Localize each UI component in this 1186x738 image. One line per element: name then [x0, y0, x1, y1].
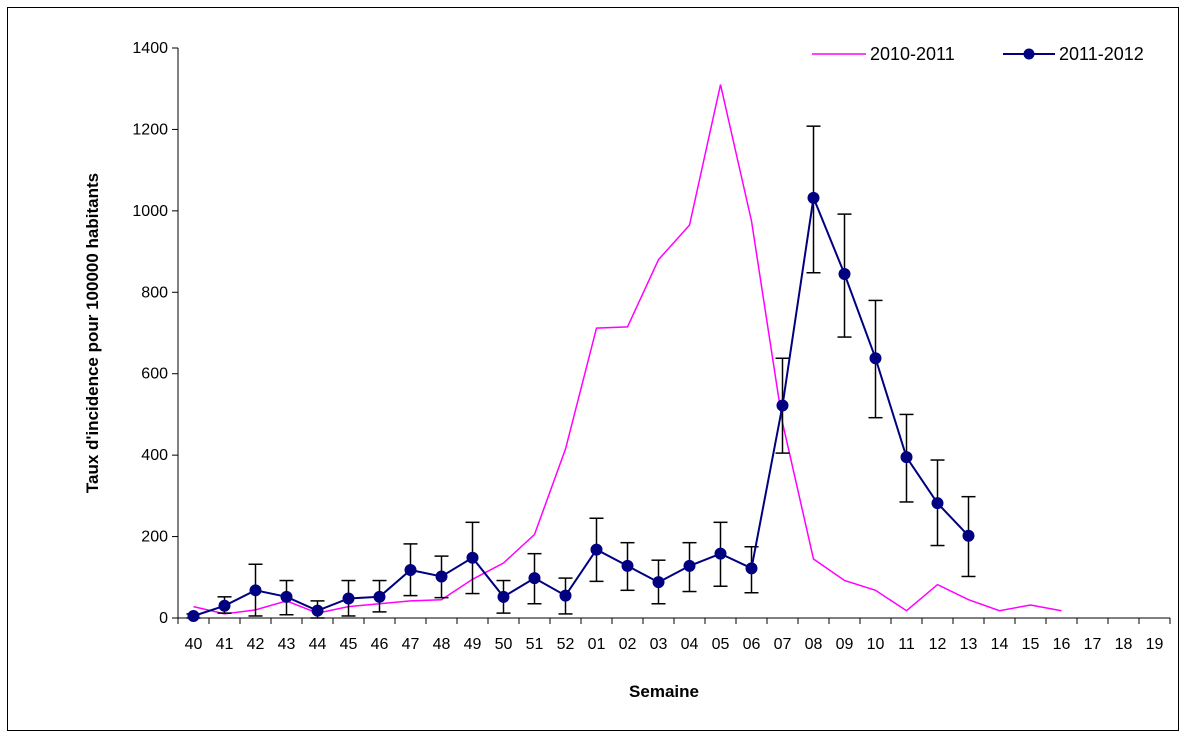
x-tick-label: 12 — [929, 636, 947, 653]
x-tick-label: 08 — [805, 636, 823, 653]
y-axis-title: Taux d'incidence pour 100000 habitants — [83, 173, 102, 493]
data-point — [931, 497, 944, 510]
data-point — [373, 590, 386, 603]
series-line — [193, 194, 970, 617]
y-tick-label: 1000 — [132, 203, 168, 220]
y-tick-label: 1200 — [132, 121, 168, 138]
y-tick-label: 1400 — [132, 40, 168, 57]
series-line — [193, 84, 1062, 615]
x-tick-label: 51 — [526, 636, 544, 653]
series-2010-2011 — [193, 84, 1062, 615]
x-tick-label: 43 — [278, 636, 296, 653]
legend-marker-2011-2012 — [1023, 48, 1035, 60]
y-tick-label: 0 — [159, 610, 168, 627]
x-tick-label: 10 — [867, 636, 885, 653]
data-point — [745, 562, 758, 575]
data-point — [497, 590, 510, 603]
data-point — [807, 191, 820, 204]
x-tick-label: 02 — [619, 636, 637, 653]
x-tick-label: 47 — [402, 636, 420, 653]
data-point — [311, 604, 324, 617]
x-tick-label: 13 — [960, 636, 978, 653]
x-tick-label: 17 — [1084, 636, 1102, 653]
x-tick-label: 50 — [495, 636, 513, 653]
x-tick-label: 18 — [1115, 636, 1133, 653]
x-tick-label: 45 — [340, 636, 358, 653]
data-point — [187, 609, 200, 622]
x-tick-label: 03 — [650, 636, 668, 653]
data-point — [435, 570, 448, 583]
legend-label-2010-2011: 2010-2011 — [870, 44, 955, 64]
data-point — [280, 590, 293, 603]
x-tick-label: 01 — [588, 636, 606, 653]
axes — [172, 47, 1171, 624]
legend: 2010-2011 2011-2012 — [812, 44, 1144, 64]
data-point — [249, 584, 262, 597]
y-tick-label: 800 — [141, 284, 168, 301]
x-axis-title: Semaine — [629, 682, 699, 701]
data-point — [962, 529, 975, 542]
x-tick-label: 16 — [1053, 636, 1071, 653]
x-tick-label: 06 — [743, 636, 761, 653]
data-point — [838, 267, 851, 280]
series-layer — [186, 84, 1062, 622]
data-point — [714, 547, 727, 560]
x-tick-label: 09 — [836, 636, 854, 653]
x-tick-label: 52 — [557, 636, 575, 653]
x-tick-label: 07 — [774, 636, 792, 653]
x-tick-label: 41 — [216, 636, 234, 653]
data-point — [683, 559, 696, 572]
x-tick-label: 42 — [247, 636, 265, 653]
x-tick-label: 48 — [433, 636, 451, 653]
y-tick-labels: 0 200 400 600 800 1000 1200 1400 — [132, 40, 168, 627]
y-tick-label: 600 — [141, 366, 168, 383]
data-point — [590, 543, 603, 556]
x-tick-label: 04 — [681, 636, 699, 653]
x-tick-label: 40 — [185, 636, 203, 653]
x-tick-label: 15 — [1022, 636, 1040, 653]
x-tick-labels: 40 41 42 43 44 45 46 47 48 49 50 51 52 01 02 03 04 05 06 07… — [185, 636, 1164, 653]
x-tick-label: 46 — [371, 636, 389, 653]
data-point — [869, 352, 882, 365]
data-point — [776, 399, 789, 412]
x-tick-label: 49 — [464, 636, 482, 653]
data-point — [621, 559, 634, 572]
chart-frame — [7, 7, 1179, 731]
data-point — [900, 451, 913, 464]
y-tick-label: 400 — [141, 447, 168, 464]
x-tick-label: 05 — [712, 636, 730, 653]
data-point — [466, 551, 479, 564]
data-point — [404, 563, 417, 576]
series-2011-2012 — [186, 125, 976, 622]
data-point — [528, 572, 541, 585]
x-tick-label: 44 — [309, 636, 327, 653]
y-tick-label: 200 — [141, 529, 168, 546]
x-tick-label: 14 — [991, 636, 1009, 653]
x-tick-label: 11 — [898, 636, 915, 653]
data-point — [218, 599, 231, 612]
data-point — [559, 589, 572, 602]
legend-label-2011-2012: 2011-2012 — [1059, 44, 1144, 64]
x-tick-label: 19 — [1146, 636, 1164, 653]
data-point — [342, 592, 355, 605]
data-point — [652, 576, 665, 589]
